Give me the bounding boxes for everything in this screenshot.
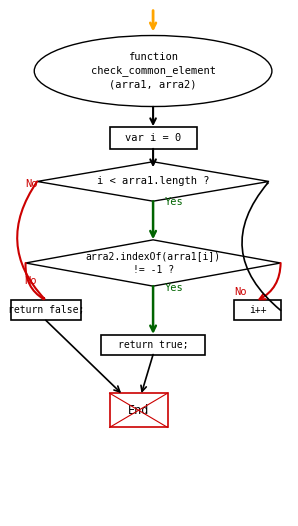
Text: arra2.indexOf(arra1[i])
!= -1 ?: arra2.indexOf(arra1[i]) != -1 ? xyxy=(86,251,221,275)
Bar xyxy=(110,393,167,427)
Text: i < arra1.length ?: i < arra1.length ? xyxy=(97,176,209,187)
FancyArrowPatch shape xyxy=(26,263,44,299)
Text: Yes: Yes xyxy=(165,197,184,207)
Polygon shape xyxy=(26,240,281,286)
Text: No: No xyxy=(234,287,247,297)
Text: Yes: Yes xyxy=(165,284,184,294)
Text: No: No xyxy=(24,276,37,286)
Text: function
check_common_element
(arra1, arra2): function check_common_element (arra1, ar… xyxy=(91,53,215,89)
Ellipse shape xyxy=(34,36,272,106)
Text: return false;: return false; xyxy=(8,305,84,316)
Bar xyxy=(110,127,197,149)
Polygon shape xyxy=(37,162,269,201)
Text: End: End xyxy=(128,404,149,417)
FancyArrowPatch shape xyxy=(17,181,44,299)
Text: i++: i++ xyxy=(249,305,266,316)
FancyArrowPatch shape xyxy=(242,183,281,310)
Text: return true;: return true; xyxy=(118,339,188,350)
Text: var i = 0: var i = 0 xyxy=(125,133,181,143)
Bar xyxy=(11,300,81,320)
Bar xyxy=(234,300,281,320)
Bar xyxy=(101,335,205,355)
Text: No: No xyxy=(26,179,38,189)
